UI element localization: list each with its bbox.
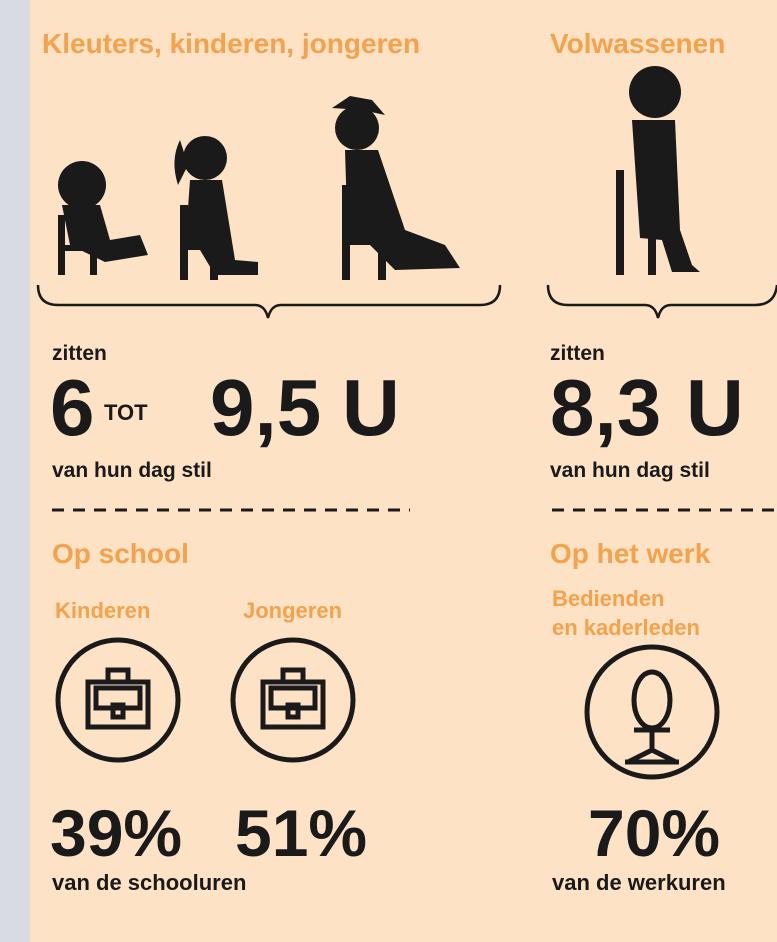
group-label: en kaderleden xyxy=(552,617,700,639)
braces xyxy=(38,285,777,318)
percentage: 70% xyxy=(588,800,720,866)
hours-unit: U xyxy=(686,368,744,448)
percentage: 51% xyxy=(235,800,367,866)
sit-label: zitten xyxy=(52,343,107,364)
right-title: Volwassenen xyxy=(550,30,725,58)
hours-unit: U xyxy=(342,368,400,448)
left-title: Kleuters, kinderen, jongeren xyxy=(42,30,420,58)
footer: van de werkuren xyxy=(552,872,726,894)
sit-suffix: van hun dag stil xyxy=(550,460,710,481)
icons xyxy=(58,640,717,777)
group-label: Jongeren xyxy=(243,600,342,622)
hours-to: 9,5 xyxy=(210,368,321,448)
group-label: Bedienden xyxy=(552,588,664,610)
sit-label: zitten xyxy=(550,343,605,364)
child-figures xyxy=(58,96,460,280)
footer: van de schooluren xyxy=(52,872,246,894)
context: Op school xyxy=(52,540,189,568)
hours: 8,3 xyxy=(550,368,661,448)
context: Op het werk xyxy=(550,540,710,568)
percentage: 39% xyxy=(50,800,182,866)
sit-suffix: van hun dag stil xyxy=(52,460,212,481)
hours-connector: TOT xyxy=(104,402,148,424)
adult-figure xyxy=(616,66,700,275)
hours-from: 6 xyxy=(50,368,95,448)
page: Kleuters, kinderen, jongeren Volwassenen… xyxy=(0,0,777,942)
group-label: Kinderen xyxy=(55,600,150,622)
